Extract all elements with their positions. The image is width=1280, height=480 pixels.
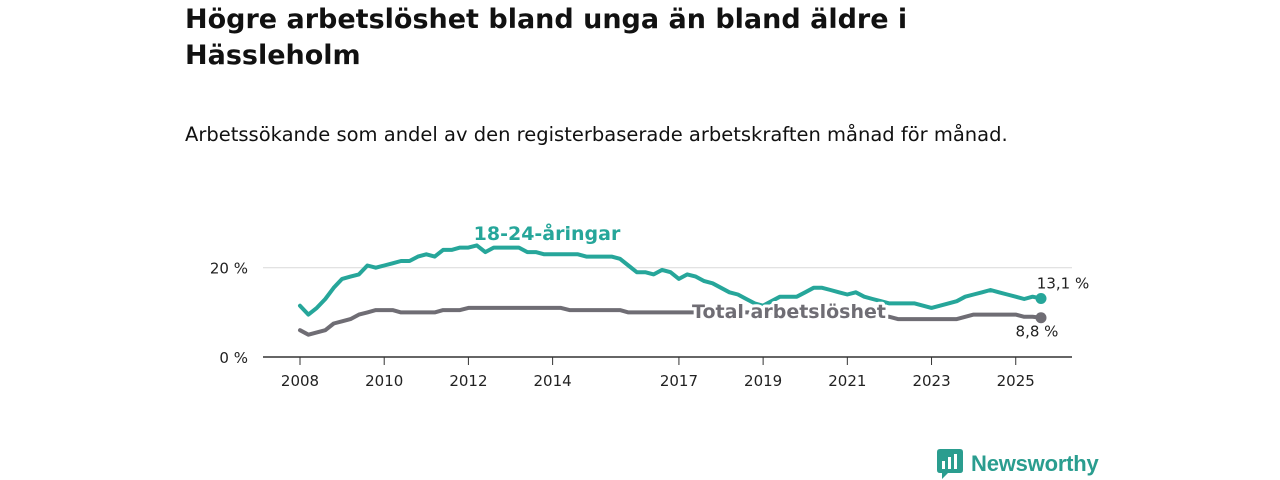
x-tick-label-4: 2017 [660,372,698,390]
newsworthy-chart-icon [937,449,963,479]
newsworthy-logo: Newsworthy [937,448,1099,480]
x-axis [263,356,1072,365]
series-last-value-label-1: 8,8 % [1016,323,1059,341]
series-name-label-1: Total arbetslöshet [692,301,886,323]
x-axis-tick-labels: 2008 2010 2012 2014 2017 2019 2021 2023 2025 [281,372,1035,390]
newsworthy-logo-text: Newsworthy [971,451,1099,476]
x-tick-label-7: 2023 [912,372,950,390]
series-name-label-0: 18-24-åringar [474,221,621,245]
y-axis-tick-labels: 0 % 20 % [210,260,248,367]
y-tick-label-0: 0 % [219,349,248,367]
y-tick-label-1: 20 % [210,260,248,278]
series-line-0 [298,243,1043,317]
series-end-point-0 [1035,293,1047,305]
x-tick-label-5: 2019 [744,372,782,390]
series-lines [298,243,1047,337]
series-end-point-1 [1035,312,1047,324]
chart-title: Högre arbetslöshet bland unga än bland ä… [185,4,908,71]
chart-subtitle: Arbetssökande som andel av den registerb… [185,123,1008,146]
x-tick-label-3: 2014 [534,372,572,390]
series-labels: 18-24-åringar 13,1 % Total arbetslöshet 8,8… [471,218,1092,343]
series-last-value-label-0: 13,1 % [1037,275,1089,293]
x-tick-label-6: 2021 [828,372,866,390]
x-tick-label-0: 2008 [281,372,319,390]
x-tick-label-2: 2012 [449,372,487,390]
series-line-1 [298,305,1043,337]
x-tick-label-1: 2010 [365,372,403,390]
x-tick-label-8: 2025 [997,372,1035,390]
